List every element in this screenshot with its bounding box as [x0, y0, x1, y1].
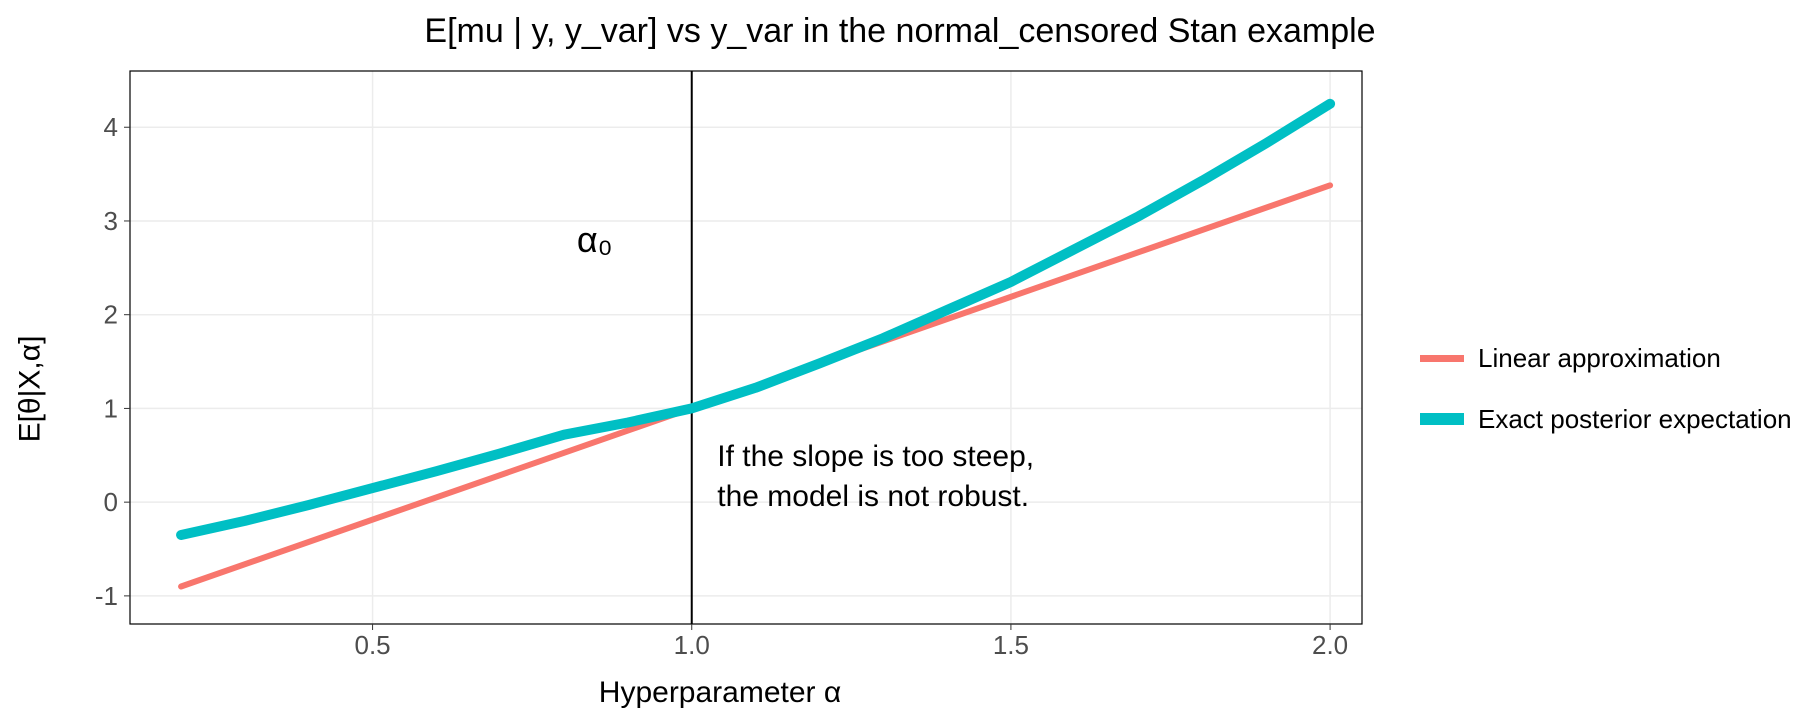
- svg-text:-1: -1: [95, 581, 118, 611]
- y-axis-label: E[θ|X,α]: [13, 335, 47, 442]
- plot-area: 0.51.01.52.0-101234 α₀If the slope is to…: [60, 57, 1380, 670]
- chart-cell: E[θ|X,α] 0.51.01.52.0-101234 α₀If the sl…: [0, 57, 1380, 720]
- legend-item: Linear approximation: [1420, 343, 1800, 374]
- legend: Linear approximation Exact posterior expe…: [1380, 57, 1800, 720]
- x-axis-label: Hyperparameter α: [60, 670, 1380, 720]
- chart-main-row: E[θ|X,α] 0.51.01.52.0-101234 α₀If the sl…: [0, 57, 1800, 720]
- legend-label: Exact posterior expectation: [1478, 404, 1792, 435]
- svg-text:2: 2: [104, 300, 118, 330]
- svg-text:1.5: 1.5: [993, 630, 1029, 660]
- svg-text:1.0: 1.0: [674, 630, 710, 660]
- y-axis-label-container: E[θ|X,α]: [0, 57, 60, 720]
- legend-label: Linear approximation: [1478, 343, 1721, 374]
- plot-column: 0.51.01.52.0-101234 α₀If the slope is to…: [60, 57, 1380, 720]
- svg-text:3: 3: [104, 206, 118, 236]
- svg-text:0: 0: [104, 487, 118, 517]
- legend-item: Exact posterior expectation: [1420, 404, 1800, 435]
- svg-text:4: 4: [104, 112, 118, 142]
- legend-swatch: [1420, 355, 1464, 362]
- legend-swatch: [1420, 413, 1464, 425]
- chart-title: E[mu | y, y_var] vs y_var in the normal_…: [0, 0, 1800, 57]
- plot-svg: 0.5 1.0 1.5 2.0 -1 0 1 2 3 4: [60, 57, 1380, 670]
- svg-text:2.0: 2.0: [1312, 630, 1348, 660]
- svg-text:0.5: 0.5: [354, 630, 390, 660]
- svg-text:1: 1: [104, 393, 118, 423]
